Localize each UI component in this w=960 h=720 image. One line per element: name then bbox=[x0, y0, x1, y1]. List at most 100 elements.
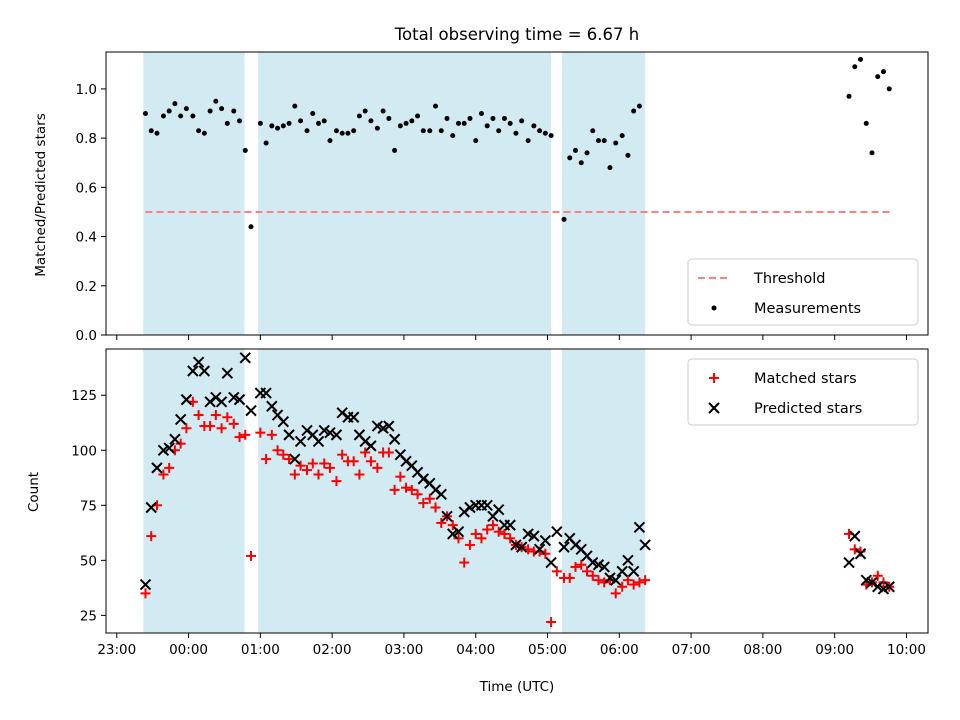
count-legend-label: Predicted stars bbox=[754, 401, 862, 417]
x-tick-label: 02:00 bbox=[313, 642, 352, 658]
matched-stars-point bbox=[453, 533, 464, 544]
matched-stars-point bbox=[289, 469, 300, 480]
predicted-stars-point bbox=[174, 413, 187, 426]
measurements-point bbox=[154, 130, 160, 136]
measurements-point bbox=[403, 120, 409, 126]
measurements-point bbox=[345, 130, 351, 136]
measurements-point bbox=[542, 130, 548, 136]
matched-stars-point bbox=[487, 520, 498, 531]
measurements-point bbox=[519, 118, 525, 124]
measurements-point bbox=[433, 103, 439, 109]
predicted-stars-point bbox=[233, 393, 246, 406]
measurements-point bbox=[166, 108, 172, 114]
measurements-point bbox=[298, 118, 304, 124]
ratio-panel: 0.0 0.2 0.4 0.6 0.8 1.0 Threshold Measurements bbox=[76, 51, 929, 344]
measurements-point bbox=[362, 108, 368, 114]
measurements-point bbox=[333, 128, 339, 134]
measurements-point bbox=[886, 86, 892, 92]
matched-stars-point bbox=[240, 429, 251, 440]
matched-stars-point bbox=[499, 528, 510, 539]
measurements-point bbox=[863, 120, 869, 126]
count-y-tick-label: 100 bbox=[71, 443, 97, 459]
count-observing-window-0 bbox=[143, 349, 245, 633]
measurements-point bbox=[327, 138, 333, 144]
ratio-observing-window-1 bbox=[258, 52, 552, 335]
measurements-point bbox=[880, 69, 886, 75]
ratio-observing-window-2 bbox=[561, 52, 646, 335]
measurements-point bbox=[257, 120, 263, 126]
matched-stars-point bbox=[324, 462, 335, 473]
measurements-point bbox=[548, 133, 554, 139]
ratio-y-tick-label: 1.0 bbox=[76, 82, 97, 98]
measurements-point bbox=[601, 138, 607, 144]
matched-stars-point bbox=[261, 454, 272, 465]
predicted-stars-point bbox=[365, 440, 377, 452]
x-tick-label: 00:00 bbox=[169, 642, 208, 658]
legend-dot-swatch bbox=[711, 305, 717, 311]
measurements-point bbox=[846, 93, 852, 99]
measurements-point bbox=[415, 113, 421, 119]
measurements-point bbox=[607, 165, 613, 171]
count-plot-frame bbox=[105, 348, 929, 634]
x-tick-label: 03:00 bbox=[384, 642, 423, 658]
measurements-point bbox=[386, 115, 392, 121]
matched-stars-point bbox=[348, 456, 359, 467]
measurements-point bbox=[438, 128, 444, 134]
measurements-point bbox=[875, 74, 881, 80]
matched-stars-point bbox=[628, 579, 639, 590]
matched-stars-point bbox=[210, 410, 221, 421]
measurements-point bbox=[501, 115, 507, 121]
ratio-observing-window-0 bbox=[143, 52, 245, 335]
count-legend: Matched stars Predicted stars bbox=[687, 358, 919, 426]
ratio-legend: Threshold Measurements bbox=[687, 258, 919, 326]
predicted-stars-point bbox=[849, 530, 861, 542]
x-tick-label: 01:00 bbox=[241, 642, 280, 658]
ratio-legend-box bbox=[687, 258, 919, 326]
predicted-stars-point bbox=[388, 433, 401, 445]
predicted-stars-point bbox=[515, 541, 528, 553]
measurements-point bbox=[231, 108, 237, 114]
matched-stars-point bbox=[140, 588, 151, 599]
ratio-legend-label: Measurements bbox=[754, 301, 861, 317]
predicted-stars-point bbox=[504, 519, 516, 531]
measurements-point bbox=[869, 150, 875, 156]
count-observing-window-1 bbox=[258, 349, 552, 633]
matched-stars-point bbox=[222, 412, 233, 423]
matched-stars-point bbox=[337, 449, 348, 460]
predicted-stars-point bbox=[347, 411, 360, 423]
measurements-point bbox=[148, 128, 154, 134]
predicted-stars-point bbox=[151, 462, 163, 474]
measurements-point bbox=[392, 147, 398, 153]
measurements-point bbox=[368, 118, 374, 124]
matched-stars-point bbox=[360, 447, 371, 458]
predicted-stars-point bbox=[883, 581, 895, 593]
ratio-y-tick-label: 0.0 bbox=[76, 328, 97, 344]
measurements-point bbox=[484, 123, 490, 129]
matched-stars-point bbox=[430, 502, 441, 513]
measurements-point bbox=[224, 120, 230, 126]
matched-stars-point bbox=[395, 471, 406, 482]
matched-stars-point bbox=[482, 524, 493, 535]
measurements-point bbox=[573, 147, 579, 153]
matched-stars-point bbox=[436, 517, 447, 528]
predicted-stars-point bbox=[169, 433, 181, 445]
matched-stars-point bbox=[313, 469, 324, 480]
measurements-point bbox=[292, 103, 298, 109]
matched-stars-point bbox=[634, 577, 645, 588]
measurements-point bbox=[427, 128, 433, 134]
ratio-plot-frame bbox=[105, 51, 929, 336]
measurements-point bbox=[461, 120, 467, 126]
measurements-point bbox=[490, 115, 496, 121]
measurements-point bbox=[473, 138, 479, 144]
measurements-point bbox=[409, 118, 415, 124]
matched-stars-point bbox=[505, 533, 516, 544]
predicted-stars-point bbox=[452, 526, 465, 538]
matched-stars-point bbox=[365, 456, 376, 467]
predicted-stars-point bbox=[598, 561, 610, 573]
count-legend-entry: Predicted stars bbox=[708, 401, 862, 417]
predicted-stars-point bbox=[294, 435, 307, 448]
matched-stars-point bbox=[319, 458, 330, 469]
matched-stars-point bbox=[872, 570, 883, 581]
matched-stars-point bbox=[610, 588, 621, 599]
